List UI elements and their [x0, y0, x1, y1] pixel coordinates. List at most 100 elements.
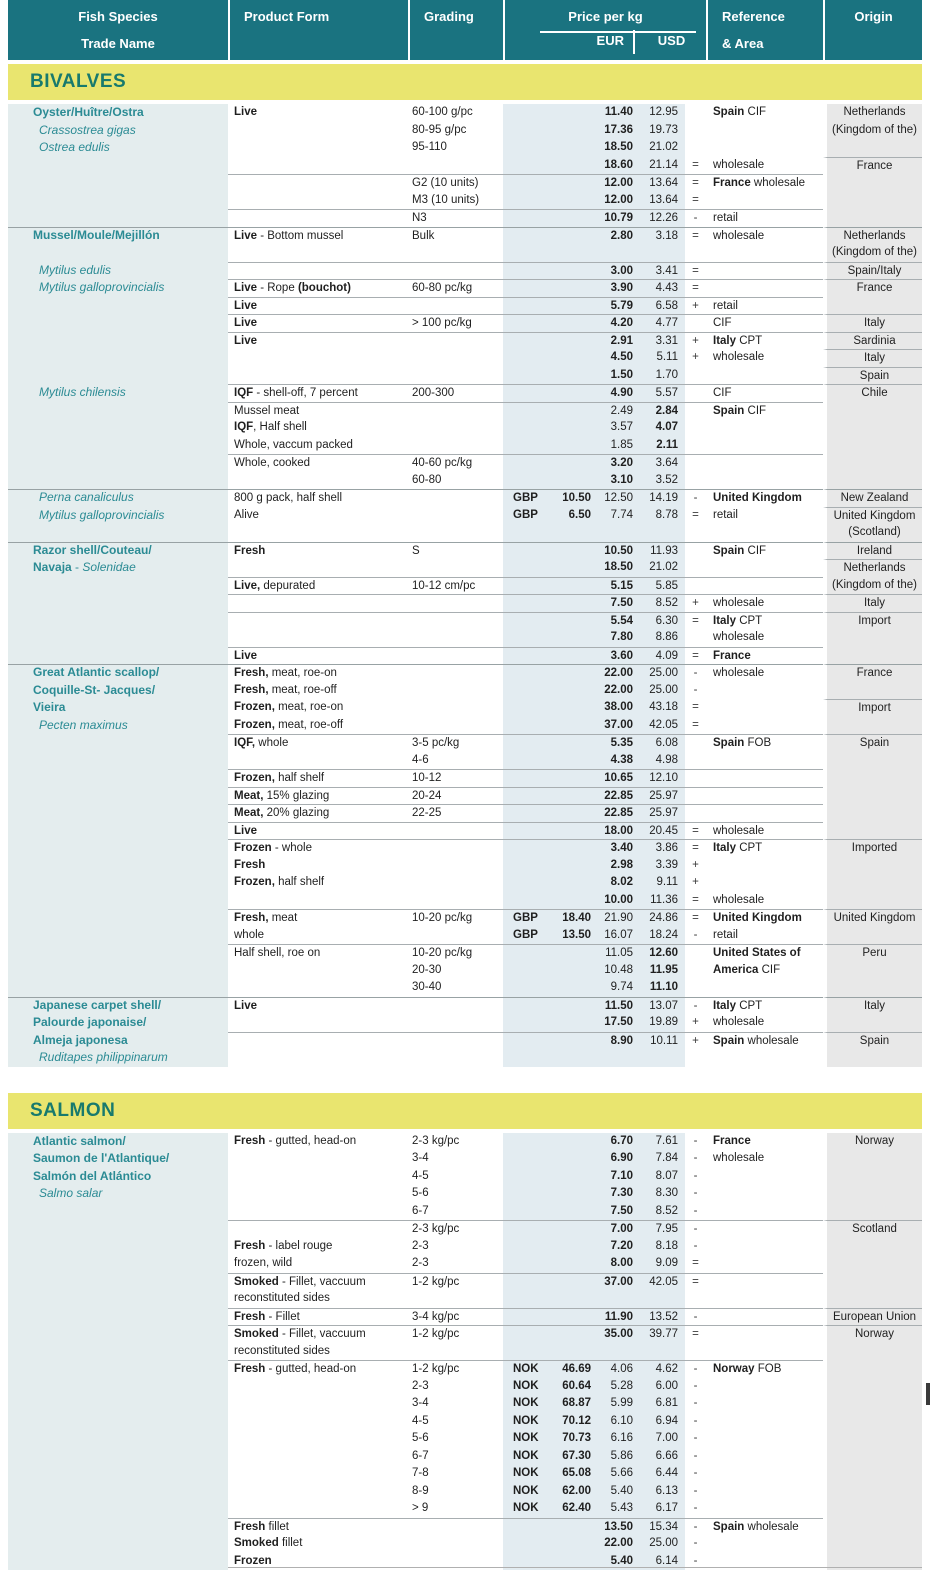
trend-indicator: -	[693, 1484, 698, 1497]
product-form-cell: Live - Rope (bouchot)	[228, 279, 408, 298]
currency-value	[548, 436, 598, 454]
table-body: BIVALVES Live 60-100 g/pc 11.40 12.95 Spain C…	[8, 64, 922, 1570]
eur-value: 10.50	[598, 541, 640, 560]
grading-cell: 20-24	[408, 786, 503, 806]
reference-cell: Italy CPT	[706, 996, 823, 1016]
currency-value: 70.12	[548, 1412, 598, 1430]
table-row: IQF, Half shell 3.57 4.07	[8, 419, 922, 437]
currency-code	[503, 366, 548, 385]
usd-value: 25.97	[640, 786, 685, 805]
product-form-cell	[228, 1448, 408, 1466]
species-spacer	[8, 1395, 228, 1413]
trend-indicator	[685, 629, 706, 647]
usd-value: 25.00	[640, 664, 685, 683]
species-name: Ruditapes philippinarum	[39, 1050, 168, 1064]
table-header: Fish Species Trade Name Product Form Gra…	[8, 0, 922, 60]
trend-indicator	[685, 437, 706, 455]
grading-cell: 60-80	[412, 473, 442, 486]
origin-cell	[823, 1290, 922, 1308]
eur-value: 10.00	[598, 891, 640, 909]
table-row: Live > 100 pc/kg 4.20 4.77 CIF Italy	[8, 314, 922, 333]
origin-cell	[823, 874, 922, 892]
species-name: Salmón del Atlántico	[33, 1168, 152, 1183]
species-spacer	[8, 979, 228, 997]
usd-value: 6.44	[640, 1465, 685, 1483]
species-name: Mytilus edulis	[39, 262, 112, 277]
reference-cell	[706, 752, 823, 770]
usd-value: 6.58	[640, 296, 685, 315]
usd-value: 19.73	[640, 121, 685, 139]
trend-indicator	[685, 139, 706, 157]
trend-indicator: +	[685, 1031, 706, 1051]
origin-cell	[823, 1412, 922, 1430]
currency-code	[503, 226, 548, 245]
table-row: Mussel meat 2.49 2.84 Spain CIF	[8, 401, 922, 420]
species-spacer	[8, 471, 228, 489]
origin-cell	[823, 926, 922, 944]
reference-cell	[706, 367, 823, 386]
origin-cell: Import	[823, 699, 922, 718]
reference-cell	[706, 244, 823, 262]
product-form-cell	[228, 1150, 408, 1168]
currency-value	[548, 629, 598, 647]
species-spacer	[8, 909, 228, 928]
trend-indicator: =	[685, 839, 706, 858]
currency-code	[503, 349, 548, 368]
product-form-cell	[228, 1014, 408, 1032]
reference-cell	[706, 857, 823, 875]
usd-value: 6.66	[640, 1447, 685, 1465]
reference-cell	[706, 1255, 823, 1273]
species-spacer	[8, 1150, 228, 1168]
table-row: Whole, cooked 40-60 pc/kg 3.20 3.64	[8, 454, 922, 473]
species-spacer	[8, 349, 228, 368]
species-spacer	[8, 646, 228, 665]
grading-cell	[408, 1290, 503, 1308]
product-form-cell	[228, 244, 408, 262]
grading-cell	[408, 1517, 503, 1537]
product-form-cell: Smoked - Fillet, vaccuum	[228, 1272, 408, 1292]
origin-cell: United Kingdom	[823, 506, 922, 525]
trend-indicator: -	[693, 928, 698, 941]
currency-value	[548, 786, 598, 805]
currency-value	[548, 1272, 598, 1291]
currency-code: NOK	[503, 1377, 548, 1395]
origin-cell	[823, 1500, 922, 1518]
reference-cell: United States of	[706, 944, 823, 963]
product-form-cell: Fresh, meat, roe-off	[234, 683, 337, 696]
trend-indicator: -	[693, 683, 698, 696]
eur-value: 11.40	[598, 104, 640, 122]
product-form-cell: Alive	[234, 508, 259, 521]
scrollbar-thumb[interactable]	[926, 1383, 930, 1405]
currency-code	[503, 1255, 548, 1273]
trend-indicator: =	[685, 226, 706, 246]
reference-cell: Italy CPT	[706, 839, 823, 858]
grading-cell: 10-20 pc/kg	[408, 909, 503, 928]
table-row: 3.00 3.41 = Spain/Italy	[8, 261, 922, 280]
reference-cell: wholesale	[713, 1152, 765, 1164]
currency-value	[548, 839, 598, 858]
origin-cell	[823, 979, 922, 997]
origin-cell: Chile	[823, 384, 922, 403]
usd-value: 6.30	[640, 611, 685, 630]
table-row: Smoked - Fillet, vaccuum 1-2 kg/pc 35.00 39…	[8, 1325, 922, 1344]
currency-code: NOK	[503, 1395, 548, 1413]
table-row: Fresh, meat, roe-on 22.00 25.00- wholesale F…	[8, 664, 922, 683]
eur-value: 3.90	[598, 279, 640, 298]
eur-value: 13.50	[598, 1517, 640, 1536]
product-form-cell	[228, 122, 408, 140]
table-row: IQF, whole 3-5 pc/kg 5.35 6.08 Spain FOB Spai…	[8, 734, 922, 753]
usd-value: 8.18	[640, 1237, 685, 1255]
usd-value: 21.02	[640, 559, 685, 578]
currency-code	[503, 156, 548, 175]
species-spacer	[8, 541, 228, 560]
usd-value: 6.14	[640, 1552, 685, 1570]
species-spacer	[8, 1342, 228, 1360]
eur-value: 12.00	[598, 174, 640, 193]
currency-value	[548, 856, 598, 874]
species-spacer	[8, 804, 228, 823]
currency-value	[548, 226, 598, 245]
currency-value	[548, 384, 598, 403]
usd-value	[640, 1290, 685, 1308]
eur-value: 5.66	[598, 1465, 640, 1483]
eur-value: 22.85	[598, 804, 640, 823]
